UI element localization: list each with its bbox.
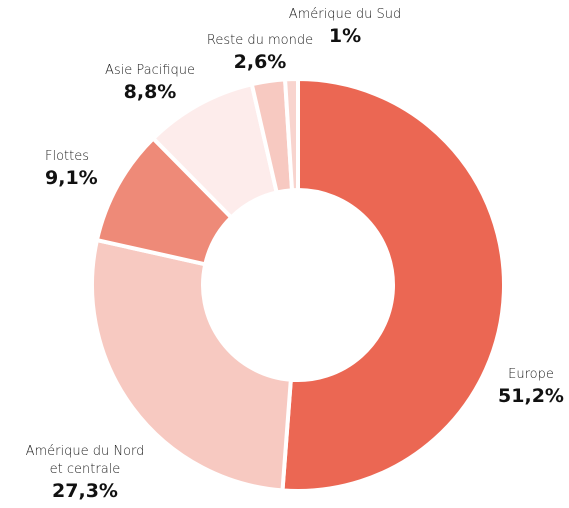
value-label: 9,1% — [45, 167, 98, 189]
slice-label: Amérique du Nord et centrale 27,3% — [5, 443, 165, 503]
value-label: 1% — [328, 25, 362, 47]
value-label: 27,3% — [52, 480, 118, 502]
value-label: 2,6% — [233, 51, 287, 73]
slice-label: Reste du monde 2,6% — [195, 32, 325, 74]
category-name: Reste du monde — [206, 33, 314, 48]
category-name: Flottes — [45, 149, 90, 164]
donut-slice — [90, 237, 293, 493]
slice-label: Asie Pacifique 8,8% — [95, 62, 205, 104]
category-name: Amérique du Sud — [288, 7, 402, 22]
slice-label: Amérique du Sud 1% — [270, 6, 420, 48]
category-name: Amérique du Nord et centrale — [25, 444, 145, 477]
category-name: Asie Pacifique — [104, 63, 196, 78]
donut-slice — [282, 76, 300, 193]
donut-slice — [280, 76, 506, 493]
value-label: 51,2% — [498, 385, 564, 407]
slice-label: Europe 51,2% — [495, 366, 567, 408]
category-name: Europe — [508, 367, 554, 382]
value-label: 8,8% — [123, 81, 177, 103]
slice-label: Flottes 9,1% — [45, 148, 105, 190]
